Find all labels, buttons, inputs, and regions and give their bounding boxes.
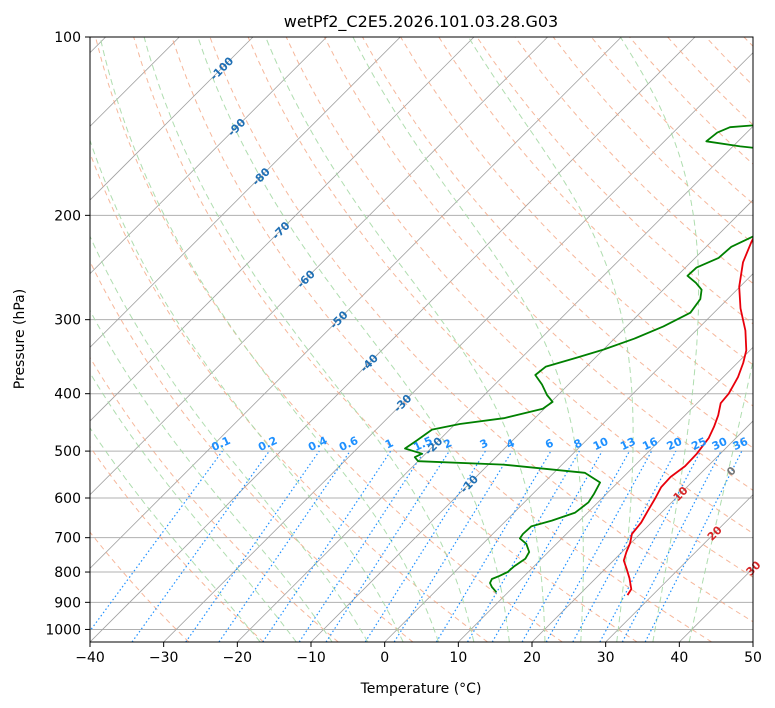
mixing-ratio-line bbox=[325, 450, 450, 642]
y-tick-label: 300 bbox=[54, 313, 81, 329]
isotherm-line bbox=[384, 273, 753, 642]
isotherm-line bbox=[605, 494, 753, 642]
y-tick-label: 200 bbox=[54, 208, 81, 224]
isotherm-line bbox=[90, 37, 254, 201]
y-tick-label: 900 bbox=[54, 595, 81, 611]
temperature-line bbox=[622, 236, 753, 596]
isotherm-line bbox=[90, 37, 696, 642]
isotherm-line bbox=[531, 420, 753, 642]
moist-adiabat-line bbox=[90, 309, 333, 642]
isotherm-line bbox=[458, 346, 753, 642]
x-tick-label: 0 bbox=[380, 650, 389, 666]
x-tick-label: 40 bbox=[670, 650, 688, 666]
dry-adiabat-line bbox=[90, 260, 414, 642]
mixing-ratio-label: 36 bbox=[731, 435, 751, 453]
mixing-ratio-line bbox=[545, 450, 653, 642]
x-tick-label: −20 bbox=[223, 650, 253, 666]
chart-title: wetPf2_C2E5.2026.101.03.28.G03 bbox=[284, 12, 558, 32]
mixing-ratio-line bbox=[185, 450, 320, 642]
mixing-ratio-line bbox=[521, 450, 631, 642]
y-tick-label: 500 bbox=[54, 444, 81, 460]
moist-adiabat-line bbox=[265, 37, 546, 642]
x-tick-label: 10 bbox=[449, 650, 467, 666]
dry-adiabat-line bbox=[362, 37, 753, 449]
isotherm-line bbox=[90, 37, 327, 275]
mixing-ratio-label: 16 bbox=[640, 435, 660, 453]
background-lines bbox=[90, 37, 753, 642]
y-tick-label: 100 bbox=[54, 30, 81, 46]
moist-adiabat-line bbox=[143, 37, 475, 642]
moist-adiabat-line bbox=[352, 37, 584, 642]
x-tick-label: 50 bbox=[744, 650, 762, 666]
moist-adiabat-line bbox=[90, 427, 261, 642]
moist-adiabat-line bbox=[619, 37, 700, 642]
y-tick-label: 1000 bbox=[45, 622, 81, 638]
mixing-ratio-label: 25 bbox=[689, 435, 708, 453]
isotherm-line bbox=[90, 37, 475, 422]
x-tick-label: −40 bbox=[75, 650, 105, 666]
x-tick-label: 20 bbox=[523, 650, 541, 666]
x-axis-title: Temperature (°C) bbox=[360, 681, 482, 697]
dry-adiabat-line bbox=[90, 356, 339, 642]
y-axis-title: Pressure (hPa) bbox=[12, 289, 28, 389]
dry-adiabat-line bbox=[90, 151, 488, 642]
isotherm-line bbox=[90, 37, 401, 348]
mixing-ratio-line bbox=[466, 450, 580, 642]
dry-adiabat-line bbox=[133, 37, 638, 642]
mixing-ratio-label: 20 bbox=[665, 435, 685, 453]
x-tick-label: −10 bbox=[296, 650, 326, 666]
plot-frame bbox=[89, 36, 754, 643]
mixing-ratio-label: 10 bbox=[591, 435, 611, 453]
y-tick-label: 700 bbox=[54, 531, 81, 547]
mixing-ratio-line bbox=[364, 450, 486, 642]
moist-adiabat-line bbox=[197, 37, 510, 642]
mixing-ratio-line bbox=[491, 450, 603, 642]
isotherm-line bbox=[163, 52, 753, 642]
x-tick-label: −30 bbox=[149, 650, 179, 666]
y-tick-label: 600 bbox=[54, 491, 81, 507]
dewpoint-line bbox=[404, 124, 753, 593]
moist-adiabat-line bbox=[99, 37, 439, 642]
dry-adiabat-line bbox=[247, 37, 753, 578]
mixing-ratio-label: 30 bbox=[710, 435, 730, 453]
isotherm-line bbox=[237, 125, 753, 642]
moist-adiabat-line bbox=[90, 371, 297, 642]
dry-adiabat-line bbox=[400, 37, 753, 407]
moist-adiabat-line bbox=[90, 138, 404, 642]
x-tick-label: 30 bbox=[597, 650, 615, 666]
axes: −40 −30 −20 −10 0 10 20 30 40 50 100 200 300 400 500 60… bbox=[45, 30, 762, 666]
y-tick-label: 400 bbox=[54, 387, 81, 403]
moist-adiabat-line bbox=[688, 358, 753, 642]
y-tick-label: 800 bbox=[54, 565, 81, 581]
dry-adiabat-line bbox=[90, 445, 264, 642]
dry-adiabat-line bbox=[95, 37, 563, 642]
dry-adiabat-line bbox=[171, 37, 712, 642]
mixing-ratio-line bbox=[218, 450, 351, 642]
moist-adiabat-line bbox=[90, 235, 369, 642]
isotherm-line bbox=[90, 37, 548, 496]
mixing-ratio-line bbox=[435, 450, 552, 642]
dry-adiabat-line bbox=[90, 531, 190, 642]
mixing-ratio-line bbox=[393, 450, 513, 642]
series-lines bbox=[404, 124, 753, 596]
dry-adiabat-line bbox=[514, 37, 753, 285]
mixing-ratio-line bbox=[572, 450, 677, 642]
dry-adiabat-line bbox=[209, 37, 753, 623]
isotherm-line bbox=[90, 37, 622, 569]
mixing-ratio-label: 13 bbox=[618, 435, 637, 453]
